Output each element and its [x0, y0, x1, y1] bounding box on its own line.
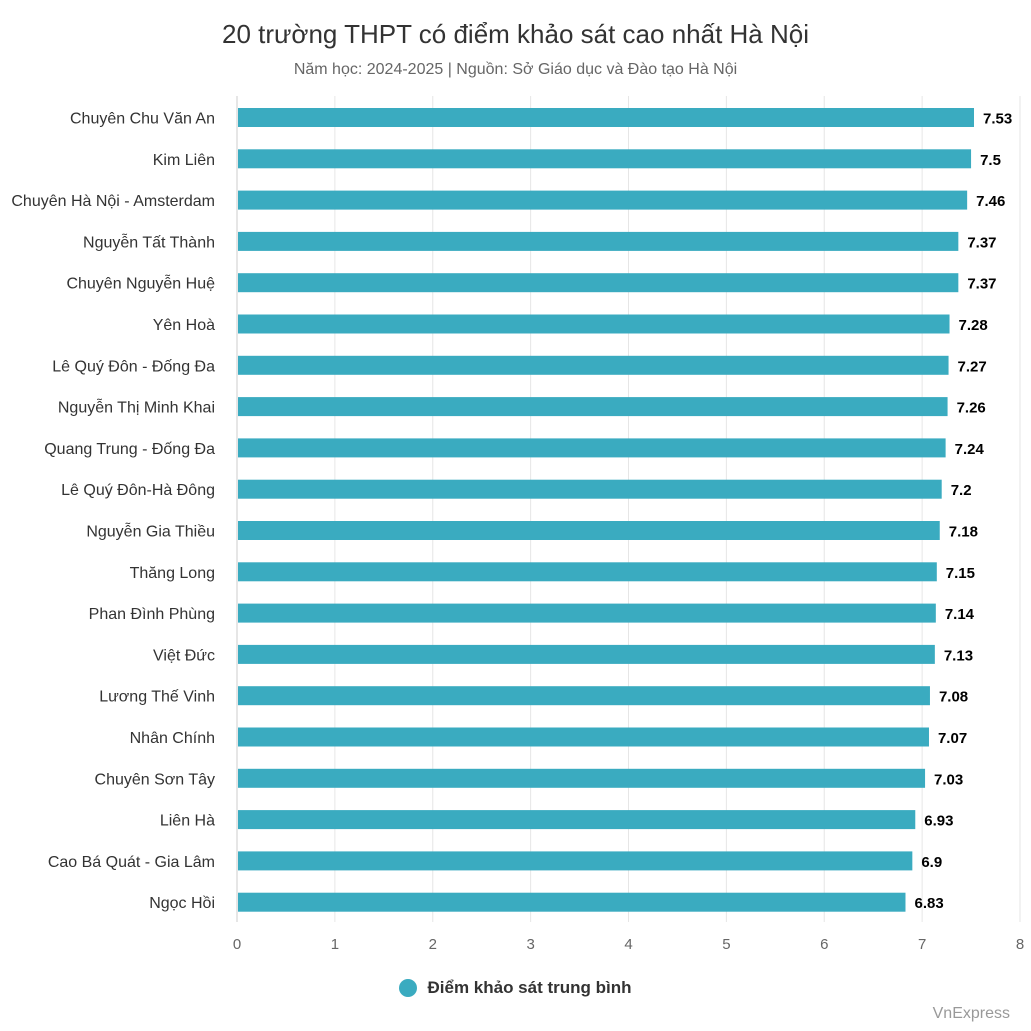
- bar[interactable]: [238, 562, 937, 582]
- category-label: Nguyễn Thị Minh Khai: [58, 398, 215, 417]
- value-label: 7.5: [980, 152, 1001, 169]
- bar[interactable]: [238, 727, 929, 747]
- x-tick-label: 3: [526, 936, 534, 953]
- legend[interactable]: Điểm khảo sát trung bình: [0, 978, 1031, 998]
- value-label: 7.18: [949, 524, 978, 541]
- x-tick-label: 4: [624, 936, 632, 953]
- x-tick-label: 7: [918, 936, 926, 953]
- value-label: 7.14: [945, 606, 975, 623]
- bar[interactable]: [238, 273, 959, 293]
- grid-lines: [236, 96, 1021, 922]
- bar[interactable]: [238, 355, 949, 375]
- chart-title: 20 trường THPT có điểm khảo sát cao nhất…: [221, 19, 809, 49]
- legend-label: Điểm khảo sát trung bình: [427, 978, 632, 997]
- value-label: 7.15: [946, 565, 975, 582]
- bar[interactable]: [238, 397, 948, 417]
- x-tick-label: 0: [233, 936, 241, 953]
- value-label: 7.53: [983, 111, 1012, 128]
- value-label: 6.83: [914, 895, 943, 912]
- category-label: Cao Bá Quát - Gia Lâm: [48, 854, 215, 871]
- legend-marker-icon: [399, 979, 418, 997]
- category-label: Việt Đức: [153, 647, 215, 664]
- category-labels: Chuyên Chu Văn An Kim Liên Chuyên Hà Nội -…: [11, 111, 215, 913]
- credit-text: VnExpress: [932, 1005, 1010, 1022]
- value-label: 7.46: [976, 193, 1005, 210]
- bar[interactable]: [238, 314, 950, 334]
- bar[interactable]: [238, 644, 935, 664]
- value-label: 7.26: [957, 400, 986, 417]
- category-label: Nhân Chính: [130, 730, 215, 747]
- x-tick-label: 6: [820, 936, 828, 953]
- bar[interactable]: [238, 768, 926, 788]
- value-label: 7.37: [967, 234, 996, 251]
- category-label: Nguyễn Gia Thiều: [86, 522, 215, 541]
- value-label: 7.28: [959, 317, 988, 334]
- bar[interactable]: [238, 810, 916, 830]
- x-tick-label: 8: [1016, 936, 1024, 953]
- bar[interactable]: [238, 603, 936, 623]
- bar[interactable]: [238, 851, 913, 871]
- bar[interactable]: [238, 521, 940, 540]
- chart-subtitle: Năm học: 2024-2025 | Nguồn: Sở Giáo dục …: [293, 61, 738, 78]
- category-label: Quang Trung - Đống Đa: [44, 441, 215, 458]
- category-label: Ngọc Hồi: [149, 895, 215, 912]
- category-label: Chuyên Nguyễn Huệ: [66, 274, 215, 293]
- category-label: Thăng Long: [130, 565, 215, 582]
- value-label: 7.07: [938, 730, 967, 747]
- category-label: Liên Hà: [160, 813, 215, 830]
- x-tick-label: 1: [331, 936, 339, 953]
- x-tick-label: 5: [722, 936, 730, 953]
- category-label: Yên Hoà: [153, 317, 215, 334]
- category-label: Chuyên Chu Văn An: [70, 111, 215, 128]
- value-label: 7.03: [934, 771, 963, 788]
- value-label: 6.9: [921, 854, 942, 871]
- category-label: Lê Quý Đôn-Hà Đông: [61, 482, 215, 499]
- value-label: 7.13: [944, 647, 973, 664]
- value-label: 7.08: [939, 689, 968, 706]
- bar[interactable]: [238, 108, 974, 127]
- bar[interactable]: [238, 479, 942, 499]
- value-label: 7.24: [955, 441, 985, 458]
- category-label: Nguyễn Tất Thành: [83, 232, 215, 251]
- bar[interactable]: [238, 438, 946, 458]
- category-label: Chuyên Hà Nội - Amsterdam: [11, 193, 215, 210]
- category-label: Phan Đình Phùng: [89, 606, 215, 623]
- value-label: 6.93: [924, 813, 953, 830]
- x-axis-ticks: 0 1 2 3 4 5 6 7 8: [233, 936, 1024, 953]
- bars: [238, 108, 974, 912]
- value-label: 7.27: [958, 358, 987, 375]
- value-label: 7.37: [967, 276, 996, 293]
- bar[interactable]: [238, 892, 906, 912]
- bar[interactable]: [238, 190, 968, 210]
- value-labels: 7.53 7.5 7.46 7.37 7.37 7.28 7.27 7.26 7.24 7.2 7.…: [914, 111, 1012, 913]
- category-label: Lương Thế Vinh: [99, 689, 215, 706]
- x-tick-label: 2: [429, 936, 437, 953]
- bar[interactable]: [238, 686, 930, 706]
- category-label: Kim Liên: [153, 152, 215, 169]
- bar[interactable]: [238, 149, 972, 169]
- category-label: Chuyên Sơn Tây: [95, 771, 215, 788]
- category-label: Lê Quý Đôn - Đống Đa: [52, 358, 215, 375]
- value-label: 7.2: [951, 482, 972, 499]
- bar[interactable]: [238, 231, 959, 251]
